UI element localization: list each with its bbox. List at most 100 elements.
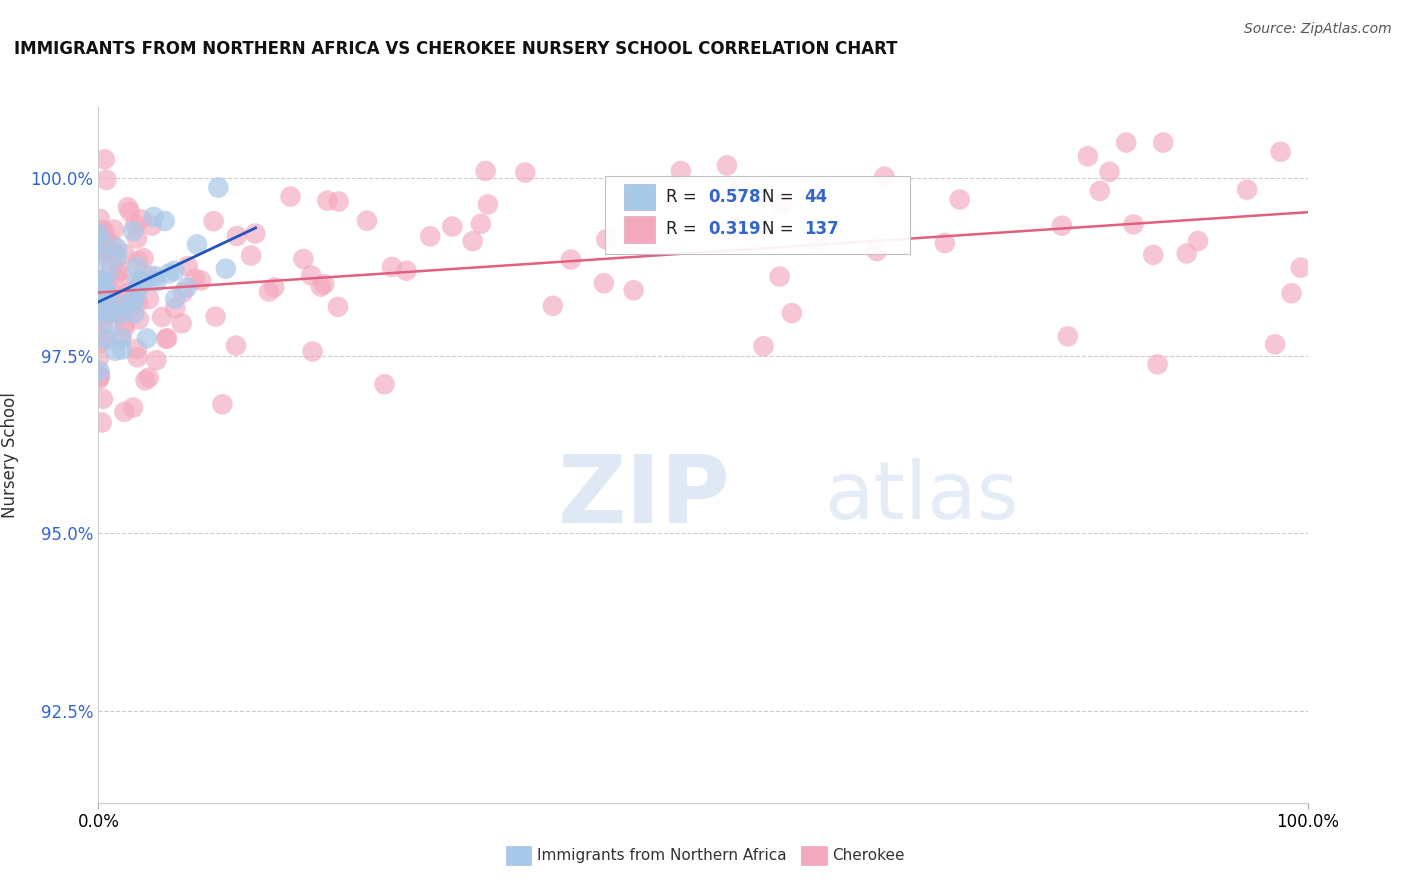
- Point: [125, 342, 148, 356]
- Point: [419, 229, 441, 244]
- Point: [1077, 149, 1099, 163]
- Point: [1115, 136, 1137, 150]
- Point: [114, 320, 136, 334]
- Point: [98, 282, 121, 296]
- Point: [1264, 337, 1286, 351]
- Point: [124, 217, 146, 231]
- Point: [280, 189, 302, 203]
- Y-axis label: Nursery School: Nursery School: [1, 392, 20, 518]
- Point: [127, 279, 149, 293]
- Text: N =: N =: [762, 220, 799, 238]
- Text: 0.578: 0.578: [709, 188, 761, 206]
- Point: [441, 219, 464, 234]
- Point: [716, 158, 738, 172]
- Point: [93, 304, 115, 318]
- Point: [461, 234, 484, 248]
- Point: [111, 343, 134, 357]
- Point: [309, 279, 332, 293]
- Point: [163, 264, 186, 278]
- Point: [125, 231, 148, 245]
- Point: [225, 338, 247, 352]
- Point: [94, 283, 117, 297]
- Point: [89, 227, 111, 241]
- Point: [110, 298, 132, 312]
- Point: [245, 227, 267, 241]
- Point: [110, 331, 132, 345]
- Point: [1289, 260, 1312, 275]
- Point: [98, 302, 121, 317]
- Point: [263, 280, 285, 294]
- Point: [595, 232, 617, 246]
- Point: [211, 397, 233, 411]
- Point: [157, 267, 180, 281]
- Point: [118, 291, 141, 305]
- Point: [118, 204, 141, 219]
- Point: [122, 224, 145, 238]
- Point: [89, 241, 111, 255]
- Point: [623, 283, 645, 297]
- Point: [127, 273, 149, 287]
- Point: [541, 299, 564, 313]
- Point: [87, 291, 110, 305]
- Point: [177, 259, 200, 273]
- Point: [125, 288, 148, 302]
- Point: [873, 169, 896, 184]
- Point: [107, 295, 129, 310]
- Point: [240, 248, 263, 262]
- Point: [127, 296, 149, 310]
- Point: [752, 339, 775, 353]
- Point: [89, 299, 111, 313]
- Point: [138, 370, 160, 384]
- Point: [96, 173, 118, 187]
- Point: [105, 306, 128, 320]
- Point: [105, 266, 128, 280]
- Point: [186, 237, 208, 252]
- Point: [125, 260, 148, 274]
- Point: [560, 252, 582, 267]
- Point: [215, 261, 238, 276]
- Point: [326, 300, 349, 314]
- Point: [202, 214, 225, 228]
- Point: [474, 164, 496, 178]
- Point: [806, 234, 828, 248]
- Point: [156, 331, 179, 345]
- Point: [118, 301, 141, 316]
- Point: [104, 343, 127, 358]
- Point: [190, 274, 212, 288]
- Point: [135, 331, 157, 345]
- Point: [90, 304, 112, 318]
- Point: [165, 292, 187, 306]
- Point: [90, 235, 112, 250]
- Point: [145, 275, 167, 289]
- Point: [1057, 329, 1080, 343]
- Point: [91, 392, 114, 406]
- Point: [1050, 219, 1073, 233]
- Point: [1146, 357, 1168, 371]
- Point: [316, 194, 339, 208]
- Point: [515, 165, 537, 179]
- Point: [866, 244, 889, 258]
- Text: Immigrants from Northern Africa: Immigrants from Northern Africa: [537, 848, 787, 863]
- Point: [172, 285, 194, 300]
- Point: [204, 310, 226, 324]
- Point: [97, 266, 120, 280]
- Point: [170, 316, 193, 330]
- Point: [89, 273, 111, 287]
- Point: [381, 260, 404, 274]
- Point: [1270, 145, 1292, 159]
- Point: [477, 197, 499, 211]
- Point: [132, 276, 155, 290]
- Point: [934, 236, 956, 251]
- Point: [132, 251, 155, 265]
- Point: [356, 213, 378, 227]
- Point: [103, 222, 125, 236]
- Point: [90, 244, 112, 258]
- Point: [89, 369, 111, 384]
- Point: [301, 344, 323, 359]
- Point: [91, 246, 114, 260]
- Point: [91, 273, 114, 287]
- Text: Cherokee: Cherokee: [832, 848, 905, 863]
- Text: 44: 44: [804, 188, 827, 206]
- Point: [134, 373, 156, 387]
- Point: [127, 351, 149, 365]
